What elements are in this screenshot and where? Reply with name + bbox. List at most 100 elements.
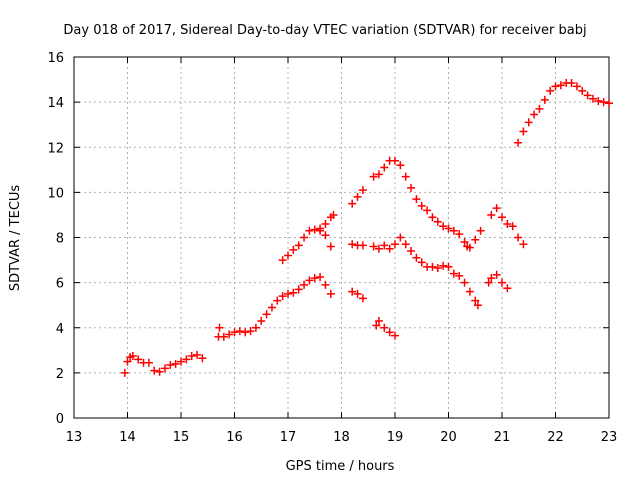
x-tick-label: 18 [333, 430, 350, 445]
series-segment-10 [372, 316, 399, 340]
data-point [300, 233, 309, 242]
x-tick-label: 16 [226, 430, 243, 445]
data-point [546, 86, 555, 95]
data-point [519, 127, 528, 136]
data-point [374, 244, 383, 253]
data-point [177, 357, 185, 366]
data-point [455, 271, 464, 280]
y-tick-label: 0 [56, 412, 64, 427]
y-tick-label: 6 [56, 277, 64, 292]
data-point [198, 354, 207, 363]
data-point [257, 316, 266, 325]
y-tick-label: 14 [47, 96, 64, 111]
data-point [385, 244, 394, 253]
data-point [605, 99, 613, 108]
data-point [273, 296, 282, 305]
series-segment-6 [348, 240, 367, 250]
data-point [535, 104, 544, 113]
data-point [396, 233, 405, 242]
series-segment-9 [369, 233, 482, 310]
data-point [374, 170, 383, 179]
series-segment-8 [369, 156, 485, 252]
data-point [428, 262, 437, 271]
data-point [326, 242, 335, 251]
data-point [473, 301, 482, 310]
data-point [369, 172, 378, 181]
data-point [321, 280, 330, 289]
data-point [329, 210, 338, 219]
data-point [321, 231, 330, 240]
data-point [155, 367, 164, 376]
data-point [514, 233, 523, 242]
data-point [241, 328, 250, 337]
data-point [294, 285, 303, 294]
data-point [284, 289, 292, 298]
data-point [401, 240, 410, 249]
data-point [235, 327, 244, 336]
chart-title: Day 018 of 2017, Sidereal Day-to-day VTE… [63, 23, 586, 38]
x-tick-label: 13 [66, 430, 83, 445]
data-point [267, 303, 276, 312]
data-point [498, 213, 506, 222]
data-point [465, 243, 474, 252]
data-point [391, 240, 399, 249]
y-tick-label: 12 [47, 141, 64, 156]
data-point [556, 81, 565, 90]
data-point [380, 163, 389, 172]
series-segment-4 [316, 210, 338, 233]
x-tick-label: 14 [119, 430, 136, 445]
data-point [594, 96, 603, 105]
data-point [508, 222, 517, 231]
data-point [460, 238, 469, 247]
data-point [193, 350, 202, 359]
data-point [417, 201, 426, 210]
data-point [305, 226, 314, 235]
data-points [120, 78, 613, 377]
y-tick-label: 2 [56, 367, 64, 382]
data-point [316, 224, 325, 233]
y-tick-label: 4 [56, 322, 64, 337]
data-point [134, 355, 143, 364]
data-point [503, 284, 512, 293]
data-point [449, 226, 458, 235]
data-point [278, 292, 287, 301]
data-point [412, 253, 421, 262]
data-point [433, 263, 442, 272]
data-point [465, 287, 474, 296]
data-point [166, 360, 175, 369]
data-point [391, 331, 399, 340]
data-point [530, 110, 539, 119]
data-point [310, 225, 319, 234]
data-point [289, 288, 298, 297]
x-tick-label: 20 [440, 430, 457, 445]
data-point [396, 161, 405, 170]
series-segment-7 [348, 186, 367, 208]
data-point [316, 272, 325, 281]
data-point [380, 323, 389, 332]
grid [74, 57, 609, 418]
data-point [423, 206, 432, 215]
data-point [487, 274, 496, 283]
series-segment-2 [214, 272, 335, 341]
data-point [540, 95, 549, 104]
data-point [460, 278, 469, 287]
data-point [284, 251, 292, 260]
data-point [471, 296, 480, 305]
x-tick-label: 19 [387, 430, 404, 445]
data-point [487, 210, 496, 219]
data-point [144, 358, 153, 367]
data-point [326, 289, 335, 298]
data-point [310, 274, 319, 283]
data-point [578, 86, 587, 95]
data-point [187, 351, 196, 360]
data-point [289, 245, 298, 254]
data-point [492, 270, 501, 279]
data-point [230, 328, 239, 337]
data-point [225, 330, 234, 339]
data-point [294, 241, 303, 250]
x-tick-label: 22 [547, 430, 564, 445]
data-point [519, 240, 528, 249]
series-segment-11 [484, 270, 512, 293]
data-point [551, 82, 560, 91]
